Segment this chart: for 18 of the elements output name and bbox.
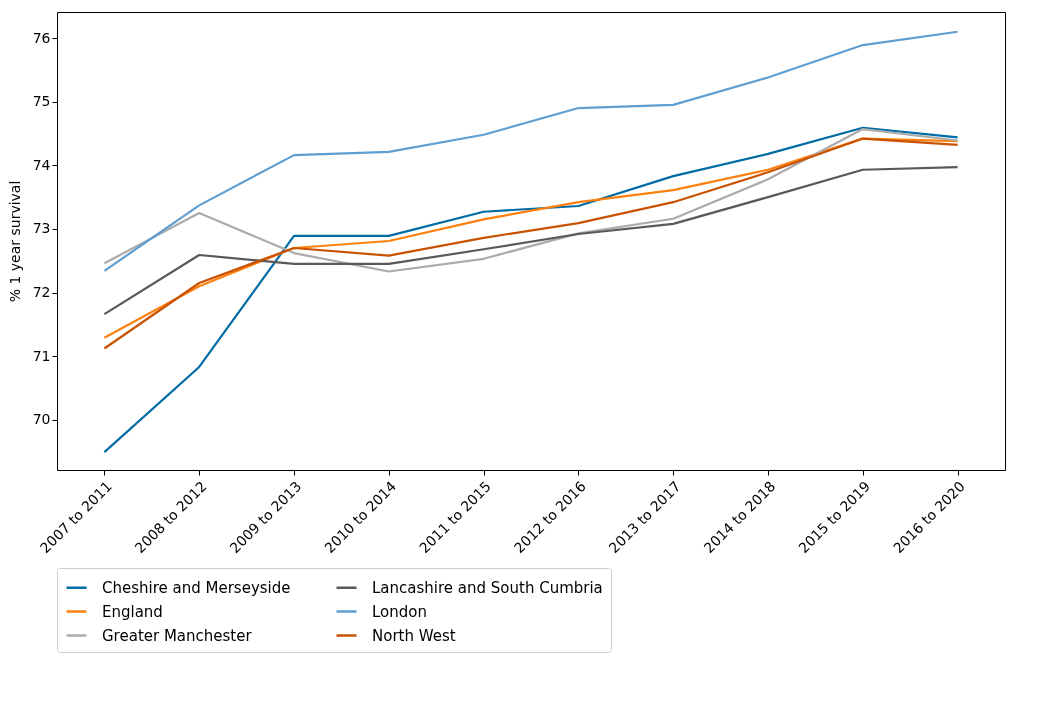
y-tick-label: 76: [32, 29, 51, 46]
y-tick-label: 75: [32, 93, 51, 110]
legend-label: Cheshire and Merseyside: [102, 578, 291, 597]
legend-label: North West: [372, 626, 456, 645]
legend-label: Greater Manchester: [102, 626, 253, 645]
line-series: [103, 30, 959, 272]
y-tick-label: 70: [32, 411, 51, 428]
line-series: [103, 126, 959, 454]
legend-label: Lancashire and South Cumbria: [372, 578, 603, 597]
y-tick-label: 72: [32, 284, 51, 301]
y-tick-label: 71: [32, 347, 51, 364]
legend-label: England: [102, 602, 163, 621]
y-tick-label: 73: [32, 220, 51, 237]
legend-label: London: [372, 602, 427, 621]
line-series: [103, 127, 959, 273]
y-tick-label: 74: [32, 156, 51, 173]
line-series: [103, 166, 959, 316]
y-axis-title: % 1 year survival: [6, 180, 23, 303]
